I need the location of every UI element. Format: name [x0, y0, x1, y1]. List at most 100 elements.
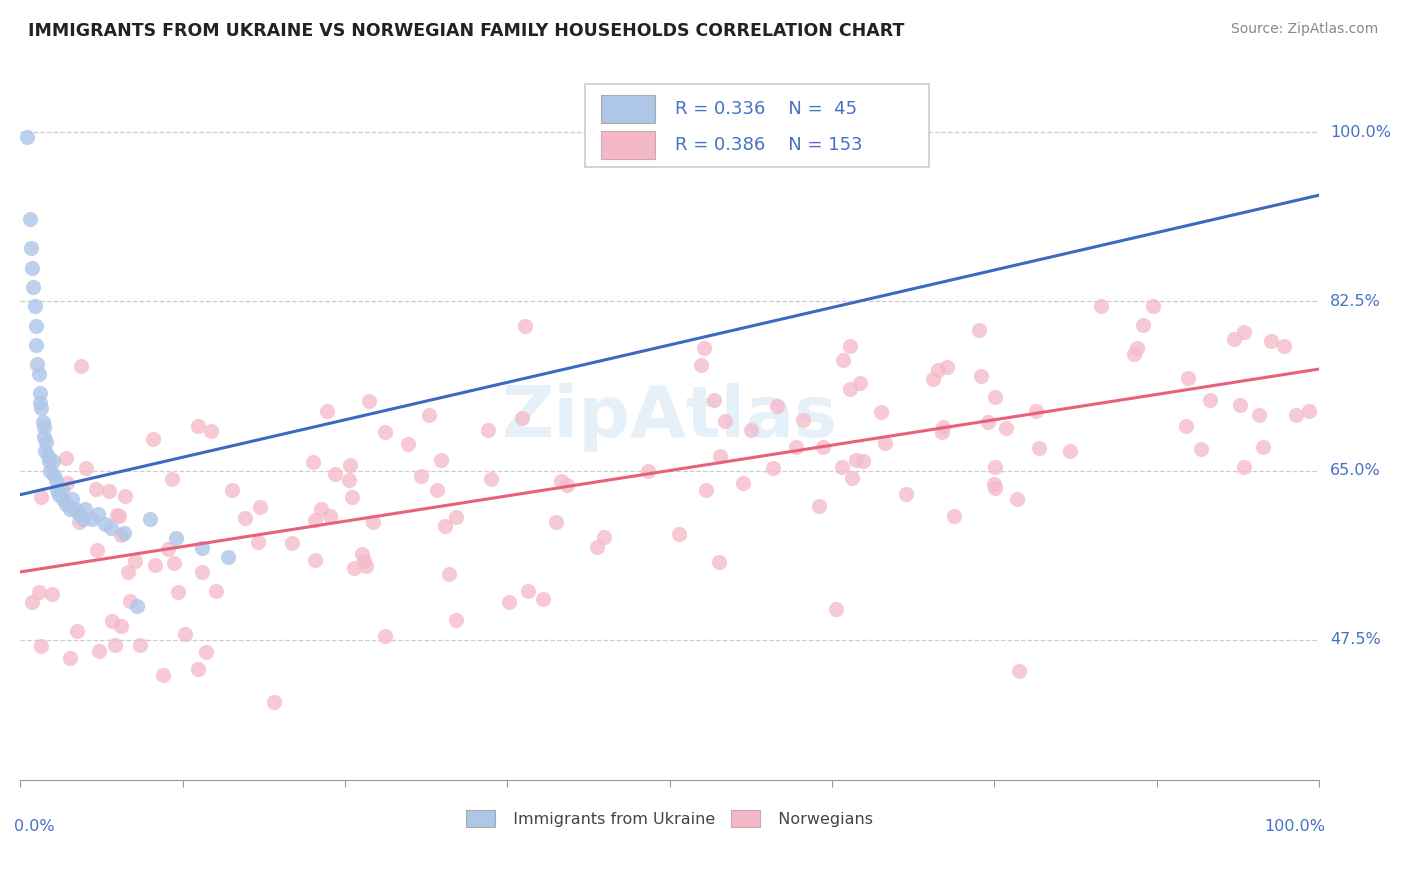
- Point: [105, 508, 128, 523]
- Point: [315, 403, 337, 417]
- Point: [976, 415, 998, 429]
- Point: [55, 497, 77, 511]
- Point: [32, 420, 55, 434]
- Text: 100.0%: 100.0%: [1264, 820, 1326, 835]
- Point: [304, 513, 326, 527]
- Point: [690, 358, 713, 372]
- Point: [1285, 408, 1308, 422]
- Point: [434, 518, 457, 533]
- Point: [165, 531, 187, 545]
- Point: [191, 541, 214, 555]
- Point: [808, 500, 831, 514]
- Point: [374, 629, 396, 643]
- Point: [41, 587, 63, 601]
- Point: [813, 441, 835, 455]
- Point: [157, 541, 180, 556]
- Point: [692, 342, 714, 356]
- Point: [104, 638, 127, 652]
- Point: [339, 458, 361, 473]
- Point: [249, 500, 271, 514]
- Point: [1142, 299, 1164, 313]
- Point: [544, 515, 567, 529]
- Text: 82.5%: 82.5%: [1330, 294, 1381, 309]
- Point: [825, 602, 848, 616]
- Point: [1059, 444, 1081, 458]
- Point: [1223, 332, 1246, 346]
- Point: [304, 553, 326, 567]
- Point: [875, 436, 897, 450]
- Point: [48, 488, 70, 502]
- Point: [117, 565, 139, 579]
- Point: [1247, 408, 1270, 422]
- Point: [34, 444, 56, 458]
- Point: [173, 626, 195, 640]
- Point: [124, 554, 146, 568]
- Point: [337, 474, 360, 488]
- Point: [943, 509, 966, 524]
- Point: [204, 584, 226, 599]
- Point: [110, 527, 132, 541]
- Point: [668, 527, 690, 541]
- Point: [932, 420, 955, 434]
- Point: [51, 483, 73, 497]
- Point: [94, 516, 117, 531]
- Point: [152, 668, 174, 682]
- Text: 100.0%: 100.0%: [1330, 125, 1391, 140]
- Point: [1175, 419, 1198, 434]
- Point: [187, 419, 209, 434]
- Point: [1260, 334, 1282, 348]
- Point: [72, 512, 94, 526]
- Text: 0.0%: 0.0%: [14, 820, 55, 835]
- Point: [841, 471, 863, 485]
- Point: [309, 502, 332, 516]
- Point: [44, 473, 66, 487]
- Point: [361, 515, 384, 529]
- Point: [139, 512, 162, 526]
- Point: [163, 557, 186, 571]
- Point: [935, 359, 957, 374]
- Point: [187, 662, 209, 676]
- Point: [1126, 341, 1149, 355]
- Point: [20, 241, 42, 255]
- Point: [352, 547, 374, 561]
- Point: [63, 502, 86, 516]
- Point: [531, 591, 554, 606]
- Point: [709, 449, 731, 463]
- Point: [550, 475, 572, 489]
- Text: R = 0.336    N =  45: R = 0.336 N = 45: [675, 100, 858, 118]
- Point: [98, 483, 121, 498]
- Point: [870, 405, 893, 419]
- Point: [839, 382, 862, 396]
- Point: [319, 509, 342, 524]
- Point: [70, 359, 93, 373]
- Point: [37, 449, 59, 463]
- Point: [55, 451, 77, 466]
- Point: [1122, 346, 1144, 360]
- Text: 65.0%: 65.0%: [1330, 463, 1381, 478]
- Point: [142, 432, 165, 446]
- Point: [27, 357, 49, 371]
- Point: [586, 540, 609, 554]
- Point: [851, 454, 873, 468]
- Point: [1028, 441, 1050, 455]
- Point: [354, 559, 377, 574]
- Point: [32, 430, 55, 444]
- Point: [45, 483, 67, 497]
- Point: [785, 440, 807, 454]
- Point: [301, 455, 323, 469]
- Point: [418, 408, 440, 422]
- Point: [1298, 404, 1320, 418]
- Point: [280, 536, 302, 550]
- Point: [740, 423, 762, 437]
- Point: [18, 212, 41, 227]
- Point: [120, 593, 142, 607]
- Point: [848, 376, 870, 390]
- FancyBboxPatch shape: [600, 131, 655, 159]
- Point: [194, 645, 217, 659]
- Point: [38, 454, 60, 468]
- Point: [66, 624, 89, 638]
- Point: [221, 483, 243, 497]
- Point: [108, 509, 131, 524]
- FancyBboxPatch shape: [600, 95, 655, 122]
- Point: [56, 475, 79, 490]
